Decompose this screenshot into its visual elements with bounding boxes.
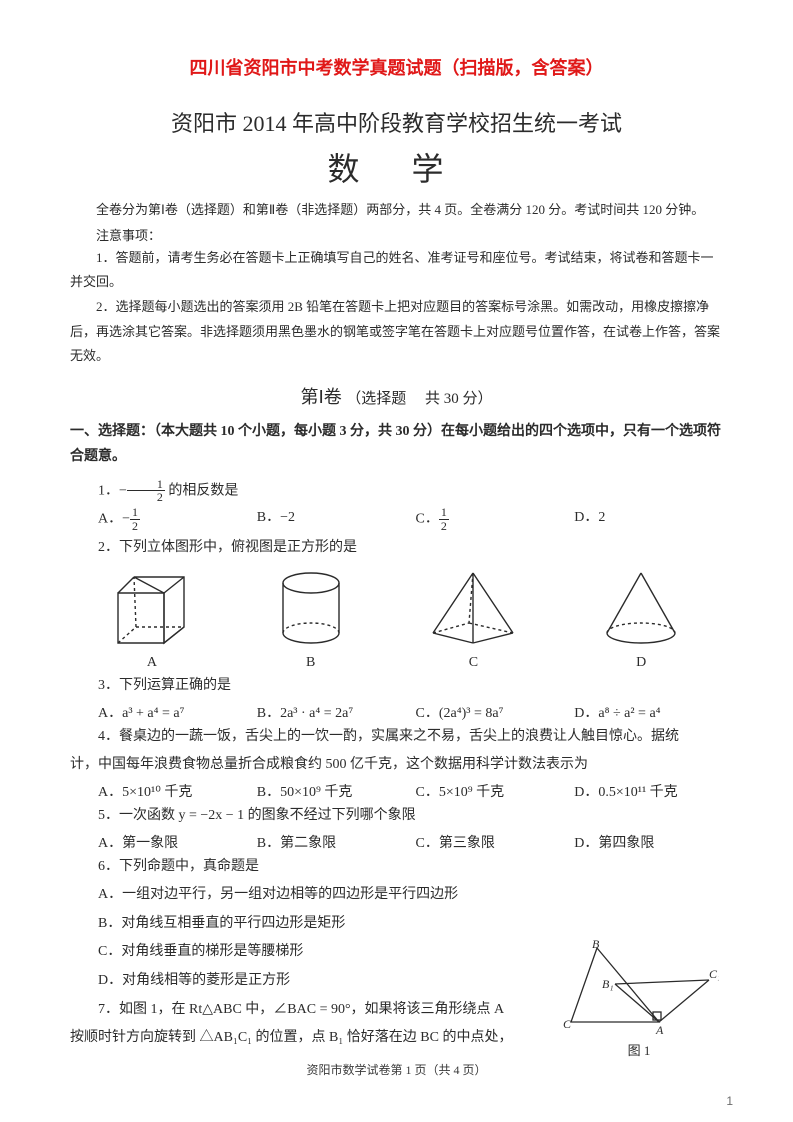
q1-stem: 1．−12 的相反数是	[70, 478, 723, 505]
q5-stem: 5．一次函数 y = −2x − 1 的图象不经过下列哪个象限	[70, 803, 723, 830]
q4-options: A．5×10¹⁰ 千克 B．50×10⁹ 千克 C．5×10⁹ 千克 D．0.5…	[70, 781, 723, 801]
intro-text: 全卷分为第Ⅰ卷（选择题）和第Ⅱ卷（非选择题）两部分，共 4 页。全卷满分 120…	[70, 198, 723, 223]
q1-opt-a: A．−12	[98, 506, 247, 532]
q6-opt-a: A．一组对边平行，另一组对边相等的四边形是平行四边形	[70, 882, 723, 909]
shape-c-label: C	[469, 655, 478, 670]
q3-opt-b: B．2a³ · a⁴ = 2a⁷	[257, 702, 406, 722]
q3-options: A．a³ + a⁴ = a⁷ B．2a³ · a⁴ = 2a⁷ C．(2a⁴)³…	[70, 702, 723, 722]
fraction-icon: 12	[439, 506, 449, 532]
q4-stem-b: 计，中国每年浪费食物总量折合成粮食约 500 亿千克，这个数据用科学计数法表示为	[70, 752, 723, 779]
section-1-sub: （选择题 共 30 分）	[346, 391, 492, 407]
section-1-title: 第Ⅰ卷	[300, 387, 341, 407]
q7-stem-a: 7．如图 1，在 Rt△ABC 中，∠BAC = 90°，如果将该三角形绕点 A	[70, 997, 543, 1024]
fig1-C1: C₁	[709, 967, 719, 981]
q5-opt-a: A．第一象限	[98, 832, 247, 852]
q1-opt-c: C．12	[416, 506, 565, 532]
q4-opt-d: D．0.5×10¹¹ 千克	[574, 781, 723, 801]
note-1: 1．答题前，请考生务必在答题卡上正确填写自己的姓名、准考证号和座位号。考试结束，…	[70, 246, 723, 295]
q1-opt-d: D．2	[574, 506, 723, 532]
q4-opt-a: A．5×10¹⁰ 千克	[98, 781, 247, 801]
q1-post: 的相反数是	[165, 483, 239, 498]
figure-1: B B₁ C₁ C A 图 1	[559, 940, 719, 1059]
shape-cylinder: B	[270, 567, 352, 671]
q1-opt-b: B．−2	[257, 506, 406, 532]
part-1-instructions: 一、选择题：（本大题共 10 个小题，每小题 3 分，共 30 分）在每小题给出…	[70, 419, 723, 469]
q5-opt-b: B．第二象限	[257, 832, 406, 852]
q3-opt-a: A．a³ + a⁴ = a⁷	[98, 702, 247, 722]
fig1-B1: B₁	[602, 977, 614, 991]
shape-pyramid: C	[423, 567, 523, 671]
fig1-C: C	[563, 1017, 572, 1031]
fraction-icon: 12	[130, 506, 140, 532]
notes-heading: 注意事项：	[70, 225, 723, 244]
cylinder-icon	[270, 567, 352, 651]
q2-stem: 2．下列立体图形中，俯视图是正方形的是	[70, 535, 723, 562]
section-1-heading: 第Ⅰ卷 （选择题 共 30 分）	[70, 383, 723, 409]
fraction-icon: 12	[127, 478, 165, 504]
exam-title: 资阳市 2014 年高中阶段教育学校招生统一考试	[70, 106, 723, 138]
q5-opt-c: C．第三象限	[416, 832, 565, 852]
cube-icon	[106, 567, 198, 651]
q1c-pre: C．	[416, 512, 439, 527]
q1-options: A．−12 B．−2 C．12 D．2	[70, 506, 723, 532]
figure-1-label: 图 1	[559, 1040, 719, 1059]
q4-opt-b: B．50×10⁹ 千克	[257, 781, 406, 801]
q4-stem-a: 4．餐桌边的一蔬一饭，舌尖上的一饮一酌，实属来之不易，舌尖上的浪费让人触目惊心。…	[70, 724, 723, 751]
pyramid-icon	[423, 567, 523, 651]
subject-title: 数 学	[70, 144, 723, 190]
triangle-diagram-icon: B B₁ C₁ C A	[559, 940, 719, 1036]
q5-options: A．第一象限 B．第二象限 C．第三象限 D．第四象限	[70, 832, 723, 852]
shape-cone: D	[595, 567, 687, 671]
q6-opt-b: B．对角线互相垂直的平行四边形是矩形	[70, 911, 723, 938]
shape-cube: A	[106, 567, 198, 671]
exam-page: 四川省资阳市中考数学真题试题（扫描版，含答案） 资阳市 2014 年高中阶段教育…	[0, 0, 793, 1084]
note-2: 2．选择题每小题选出的答案须用 2B 铅笔在答题卡上把对应题目的答案标号涂黑。如…	[70, 295, 723, 369]
q3-opt-d: D．a⁸ ÷ a² = a⁴	[574, 702, 723, 722]
q6-stem: 6．下列命题中，真命题是	[70, 854, 723, 881]
q5-opt-d: D．第四象限	[574, 832, 723, 852]
doc-title: 四川省资阳市中考数学真题试题（扫描版，含答案）	[70, 54, 723, 80]
q4-opt-c: C．5×10⁹ 千克	[416, 781, 565, 801]
q1-pre: 1．−	[98, 483, 127, 498]
page-footer: 资阳市数学试卷第 1 页（共 4 页）	[0, 1061, 793, 1078]
q3-opt-c: C．(2a⁴)³ = 8a⁷	[416, 702, 565, 722]
shape-a-label: A	[147, 655, 157, 670]
fig1-B: B	[592, 940, 600, 951]
cone-icon	[595, 567, 687, 651]
q1a-pre: A．−	[98, 512, 130, 527]
shape-d-label: D	[636, 655, 646, 670]
q7-stem-b: 按顺时针方向旋转到 △AB₁C₁ 的位置，点 B₁ 恰好落在边 BC 的中点处，	[70, 1025, 543, 1052]
fig1-A: A	[655, 1023, 664, 1036]
page-number: 1	[726, 1094, 733, 1108]
q2-shapes: A B	[70, 567, 723, 671]
shape-b-label: B	[306, 655, 315, 670]
q3-stem: 3．下列运算正确的是	[70, 673, 723, 700]
